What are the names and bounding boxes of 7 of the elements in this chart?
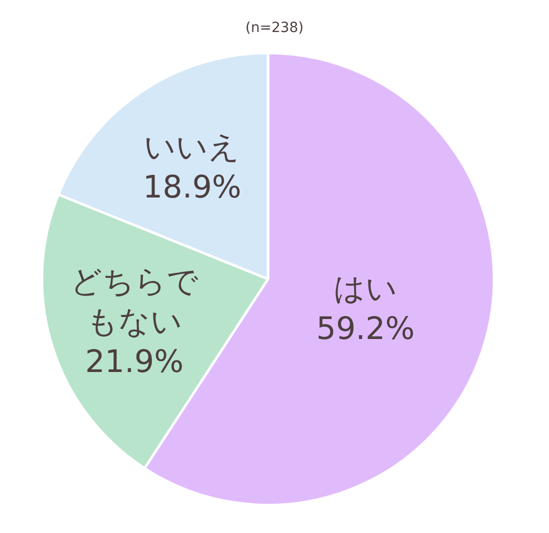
slice-label: いいえ	[144, 130, 240, 166]
data-label: 59.2%	[316, 310, 415, 347]
chart-subtitle: (n=238)	[245, 20, 304, 36]
data-label: 21.9%	[85, 344, 184, 380]
data-label: 18.9%	[142, 170, 242, 206]
slice-label: どちらでもない	[70, 264, 198, 340]
slice-label: はい	[333, 270, 398, 307]
